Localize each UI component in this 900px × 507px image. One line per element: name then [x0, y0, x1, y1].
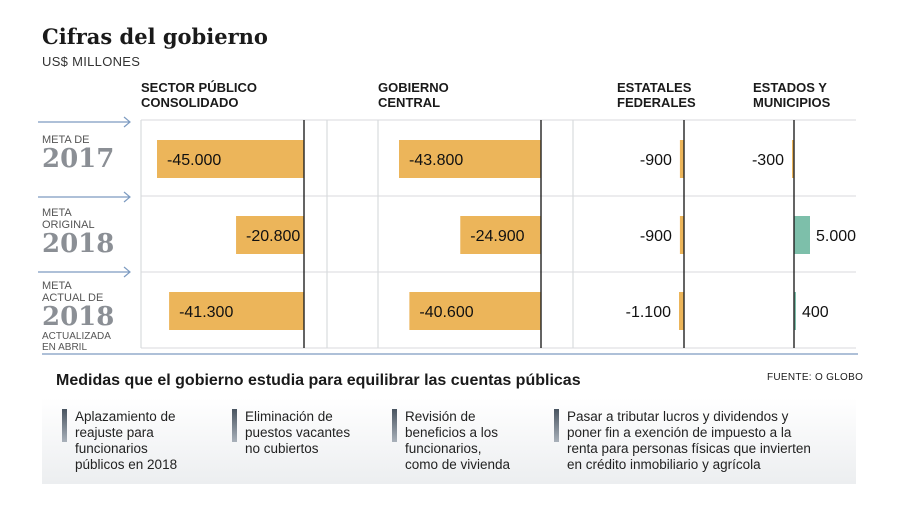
row-label-text: META	[42, 207, 72, 219]
arrow-right-icon	[38, 266, 131, 278]
row-label-text: ACTUAL DE	[42, 292, 104, 304]
row-label-meta-original-2018: META ORIGINAL 2018	[42, 207, 114, 258]
bar	[460, 216, 541, 254]
row-label-text: META	[42, 280, 72, 292]
panel-area	[617, 120, 685, 348]
data-label: -1.100	[626, 304, 671, 321]
panel-header-estados: ESTADOS Y MUNICIPIOS	[753, 80, 830, 110]
row-label-text: ORIGINAL	[42, 219, 95, 231]
measures-box: Aplazamiento de reajuste para funcionari…	[42, 398, 856, 484]
row-label-text: META DE	[42, 134, 90, 146]
measure-line: funcionarios,	[405, 441, 482, 456]
bar	[169, 292, 304, 330]
measure-line: puestos vacantes	[245, 425, 351, 440]
measure-line: funcionarios	[75, 441, 148, 456]
measure-item: Pasar a tributar lucros y dividendos y p…	[554, 409, 811, 473]
bar	[679, 216, 684, 254]
measure-bullet	[62, 409, 67, 442]
bar	[409, 292, 541, 330]
panel-header-gobierno-central: GOBIERNO CENTRAL	[378, 80, 449, 110]
data-label: -900	[640, 228, 672, 245]
measure-bullet	[554, 409, 559, 442]
data-label: -40.600	[419, 304, 473, 321]
data-label: 5.000	[816, 228, 856, 245]
data-label: 400	[802, 304, 829, 321]
measure-line: no cubiertos	[245, 441, 319, 456]
row-sub-text: ACTUALIZADA	[42, 331, 111, 342]
measures-title: Medidas que el gobierno estudia para equ…	[56, 372, 581, 389]
panel-header-line: ESTADOS Y	[753, 80, 827, 95]
bar	[236, 216, 304, 254]
row-label-meta-actual-2018: META ACTUAL DE 2018 ACTUALIZADA EN ABRIL	[42, 280, 114, 353]
measure-line: reajuste para	[75, 425, 154, 440]
chart-title: Cifras del gobierno	[42, 24, 268, 49]
row-sub-text: EN ABRIL	[42, 342, 88, 353]
measure-line: Aplazamiento de	[75, 409, 176, 424]
row-label-meta-2017: META DE 2017	[42, 134, 114, 173]
bar	[679, 140, 684, 178]
panel-header-line: CENTRAL	[378, 95, 441, 110]
panel-header-line: ESTATALES	[617, 80, 692, 95]
data-label: -43.800	[409, 152, 463, 169]
measure-item: Eliminación de puestos vacantes no cubie…	[232, 409, 350, 457]
measure-bullet	[232, 409, 237, 442]
measure-line: Eliminación de	[245, 409, 333, 424]
measure-line: poner fin a exención de impuesto a la	[567, 425, 792, 440]
data-label: -24.900	[470, 228, 524, 245]
panel-header-line: CONSOLIDADO	[141, 95, 239, 110]
bar	[792, 140, 794, 178]
row-year: 2018	[42, 229, 115, 259]
data-label: -900	[640, 152, 672, 169]
measure-line: Revisión de	[405, 409, 476, 424]
chart-subtitle: US$ MILLONES	[42, 54, 141, 69]
panel-header-line: GOBIERNO	[378, 80, 449, 95]
panel-header-estatales: ESTATALES FEDERALES	[617, 80, 696, 110]
arrow-right-icon	[38, 191, 131, 203]
measure-item: Revisión de beneficios a los funcionario…	[392, 409, 510, 473]
measure-line: renta para personas físicas que invierte…	[567, 441, 811, 456]
measure-line: como de vivienda	[405, 457, 511, 472]
data-label: -45.000	[167, 152, 221, 169]
bar	[794, 216, 810, 254]
data-label: -41.300	[179, 304, 233, 321]
bar	[157, 140, 304, 178]
panel-header-line: SECTOR PÚBLICO	[141, 80, 258, 95]
arrow-right-icon	[38, 116, 131, 128]
source-note: FUENTE: O GLOBO	[767, 372, 864, 383]
panel-header-sector-publico: SECTOR PÚBLICO CONSOLIDADO	[141, 80, 257, 110]
row-year: 2017	[42, 144, 115, 174]
measure-line: Pasar a tributar lucros y dividendos y	[567, 409, 789, 424]
measure-line: beneficios a los	[405, 425, 499, 440]
bar	[679, 292, 684, 330]
measure-item: Aplazamiento de reajuste para funcionari…	[62, 409, 177, 473]
row-year: 2018	[42, 302, 115, 332]
bar	[794, 292, 796, 330]
measure-line: en crédito inmobiliario y agrícola	[567, 457, 761, 472]
measure-bullet	[392, 409, 397, 442]
data-label: -300	[752, 152, 784, 169]
panel-header-line: MUNICIPIOS	[753, 95, 831, 110]
measure-line: públicos en 2018	[75, 457, 178, 472]
data-label: -20.800	[246, 228, 300, 245]
panel-header-line: FEDERALES	[617, 95, 696, 110]
bar	[399, 140, 541, 178]
